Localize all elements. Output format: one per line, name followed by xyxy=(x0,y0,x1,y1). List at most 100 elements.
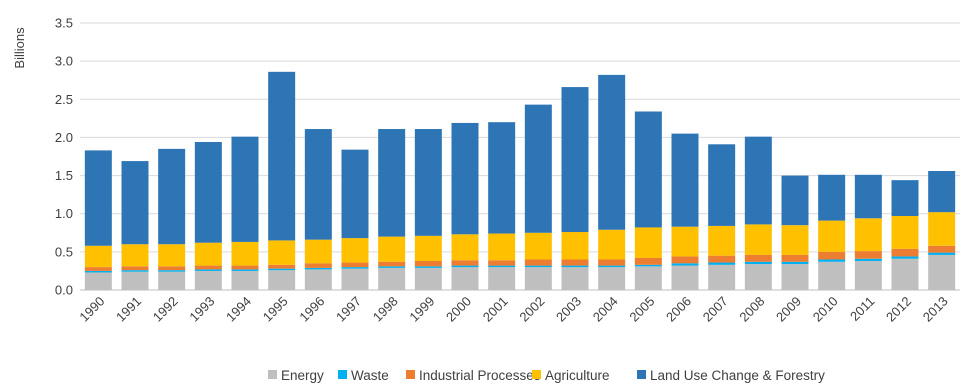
bar-segment-agriculture xyxy=(818,220,846,252)
bar-segment-energy xyxy=(231,270,259,290)
bar-segment-industrial-processes xyxy=(561,259,589,266)
bar-segment-energy xyxy=(598,267,626,290)
legend-label: Land Use Change & Forestry xyxy=(650,368,825,383)
bar-segment-industrial-processes xyxy=(891,248,919,257)
bar-segment-agriculture xyxy=(744,224,772,255)
bar-segment-waste xyxy=(451,265,479,268)
bar-segment-land-use-change-forestry xyxy=(891,180,919,217)
bar-segment-energy xyxy=(451,267,479,290)
bar-segment-industrial-processes xyxy=(414,261,442,267)
bar-segment-agriculture xyxy=(451,234,479,261)
bar-segment-agriculture xyxy=(268,240,296,265)
bars xyxy=(84,71,956,290)
bar-segment-industrial-processes xyxy=(781,254,809,262)
bar-segment-industrial-processes xyxy=(341,262,369,268)
bar-segment-land-use-change-forestry xyxy=(414,129,442,236)
bar-segment-agriculture xyxy=(304,239,332,264)
bar-segment-industrial-processes xyxy=(818,251,846,260)
bar-segment-waste xyxy=(121,270,149,272)
legend-label: Energy xyxy=(281,368,324,383)
y-tick-label: 0.5 xyxy=(55,244,73,259)
bar-segment-agriculture xyxy=(341,238,369,263)
bar-segment-land-use-change-forestry xyxy=(818,174,846,221)
bar-segment-agriculture xyxy=(158,244,186,267)
bar-segment-industrial-processes xyxy=(304,263,332,268)
x-tick-label: 1990 xyxy=(76,294,107,325)
bar-segment-agriculture xyxy=(891,216,919,249)
bar-segment-energy xyxy=(634,266,662,290)
bar-segment-industrial-processes xyxy=(451,260,479,266)
bar-segment-land-use-change-forestry xyxy=(341,149,369,239)
x-tick-label: 2008 xyxy=(736,294,767,325)
bar-segment-waste xyxy=(891,256,919,259)
bar-segment-energy xyxy=(341,268,369,290)
bar-segment-waste xyxy=(488,265,516,268)
x-tick-label: 2003 xyxy=(553,294,584,325)
bar-segment-energy xyxy=(818,261,846,290)
bar-segment-energy xyxy=(304,269,332,290)
bar-segment-waste xyxy=(341,267,369,269)
bar-segment-waste xyxy=(781,261,809,265)
bar-segment-industrial-processes xyxy=(84,267,112,271)
bar-segment-land-use-change-forestry xyxy=(854,174,882,219)
bar-segment-land-use-change-forestry xyxy=(598,74,626,230)
y-tick-label: 2.0 xyxy=(55,130,73,145)
legend-swatch xyxy=(268,370,277,379)
legend-label: Waste xyxy=(351,368,389,383)
bar-segment-waste xyxy=(708,262,736,265)
x-tick-label: 2001 xyxy=(480,294,511,325)
x-tick-label: 1991 xyxy=(113,294,144,325)
bar-segment-agriculture xyxy=(928,212,956,246)
bar-segment-energy xyxy=(488,267,516,290)
bar-segment-energy xyxy=(854,261,882,290)
gridlines xyxy=(80,22,960,291)
y-tick-label: 0.0 xyxy=(55,283,73,298)
x-tick-label: 1996 xyxy=(296,294,327,325)
x-tick-label: 2011 xyxy=(847,294,877,324)
bar-segment-industrial-processes xyxy=(524,259,552,266)
y-tick-label: 1.5 xyxy=(55,168,73,183)
bar-segment-energy xyxy=(781,264,809,290)
bar-segment-agriculture xyxy=(561,232,589,260)
bar-segment-land-use-change-forestry xyxy=(158,148,186,245)
bar-segment-waste xyxy=(598,265,626,268)
bar-segment-waste xyxy=(634,264,662,267)
bar-segment-industrial-processes xyxy=(854,251,882,259)
y-tick-label: 1.0 xyxy=(55,206,73,221)
x-tick-label: 1997 xyxy=(333,294,364,325)
bar-segment-waste xyxy=(524,265,552,268)
x-tick-label: 2004 xyxy=(590,294,621,325)
bar-segment-waste xyxy=(268,268,296,271)
bar-segment-waste xyxy=(231,269,259,271)
y-tick-label: 3.5 xyxy=(55,16,73,31)
bar-segment-waste xyxy=(158,270,186,272)
bar-segment-industrial-processes xyxy=(708,255,736,263)
bar-segment-agriculture xyxy=(634,227,662,258)
bar-segment-agriculture xyxy=(671,226,699,257)
bar-segment-waste xyxy=(854,258,882,262)
bar-segment-waste xyxy=(561,265,589,268)
bar-segment-land-use-change-forestry xyxy=(928,170,956,213)
bar-segment-waste xyxy=(671,263,699,266)
y-axis: 0.0 0.5 1.0 1.5 2.0 2.5 3.0 3.5 xyxy=(55,16,73,298)
bar-segment-waste xyxy=(194,269,222,271)
bar-segment-energy xyxy=(194,270,222,290)
x-tick-label: 2002 xyxy=(516,294,547,325)
bar-segment-land-use-change-forestry xyxy=(84,150,112,246)
x-axis: 1990 1991 1992 1993 1994 1995 1996 1997 1998 1999… xyxy=(76,294,950,325)
bar-segment-agriculture xyxy=(414,235,442,262)
bar-segment-land-use-change-forestry xyxy=(708,144,736,226)
bar-segment-land-use-change-forestry xyxy=(378,129,406,237)
legend-swatch xyxy=(532,370,541,379)
y-tick-label: 3.0 xyxy=(55,54,73,69)
bar-segment-industrial-processes xyxy=(194,265,222,270)
legend-swatch xyxy=(338,370,347,379)
bar-segment-waste xyxy=(744,261,772,265)
bar-segment-waste xyxy=(378,266,406,268)
bar-segment-energy xyxy=(121,271,149,290)
bar-segment-waste xyxy=(304,267,332,270)
x-tick-label: 2005 xyxy=(626,294,657,325)
bar-segment-land-use-change-forestry xyxy=(451,122,479,235)
bar-segment-industrial-processes xyxy=(634,257,662,265)
x-tick-label: 2010 xyxy=(810,294,841,325)
